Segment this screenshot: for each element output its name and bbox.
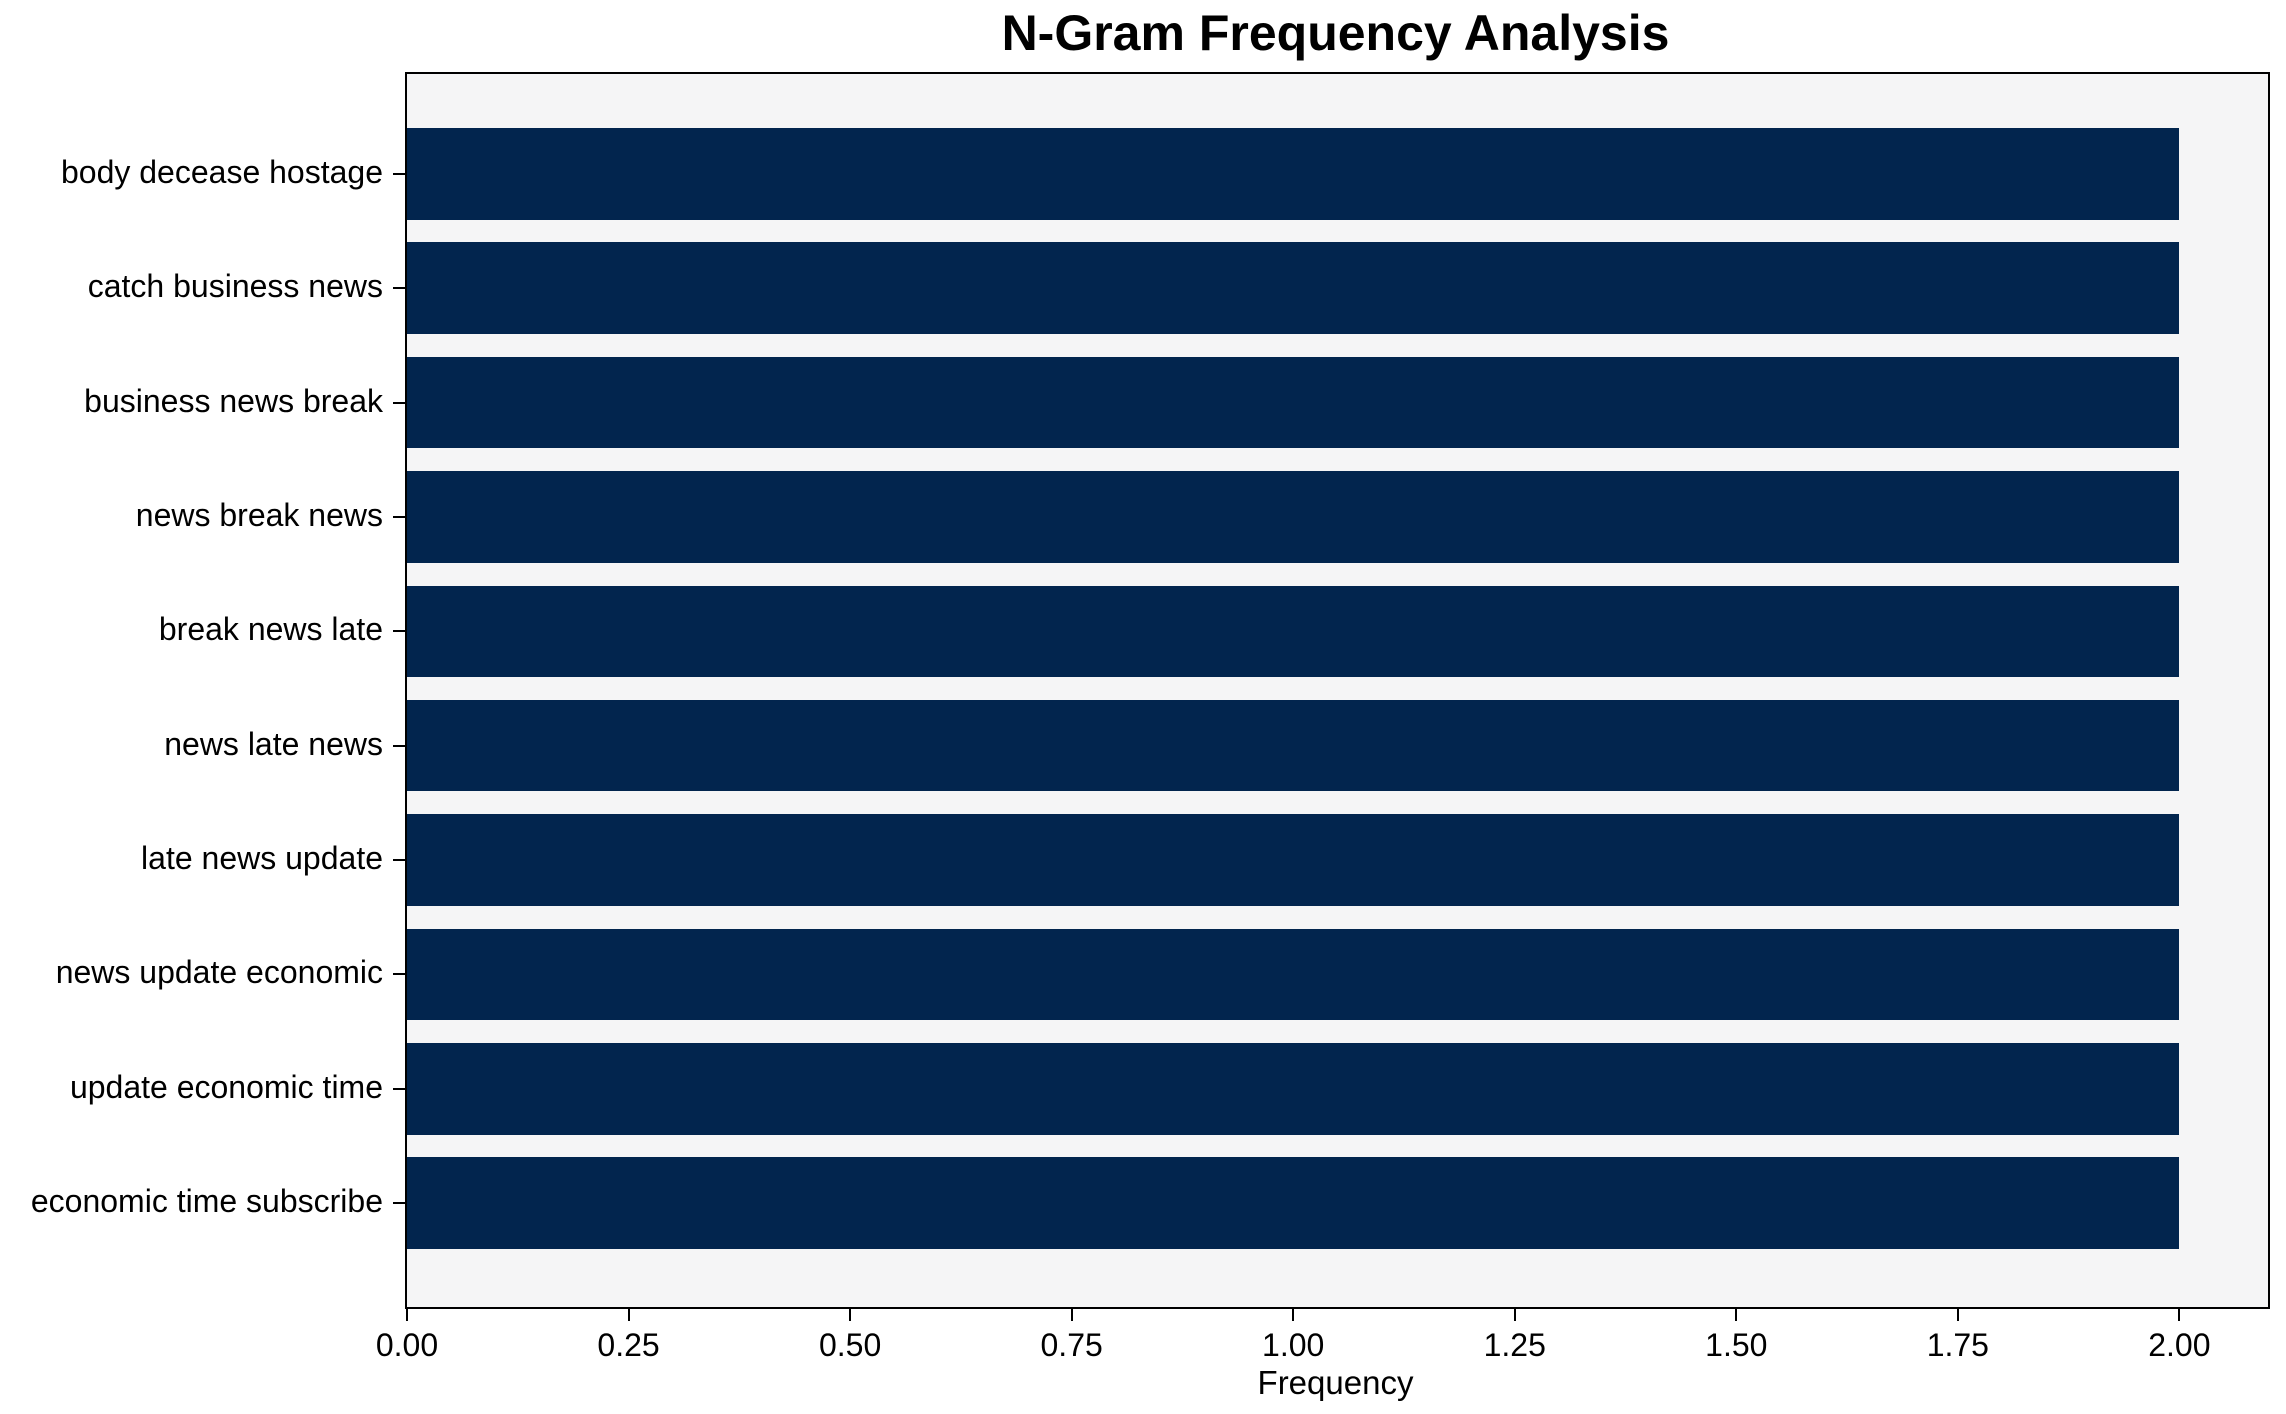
x-tick: [1513, 1307, 1516, 1321]
x-tick-label: 1.00: [1262, 1327, 1325, 1363]
y-tick: [393, 1087, 407, 1090]
bar: [407, 928, 2180, 1021]
x-tick-label: 1.25: [1483, 1327, 1546, 1363]
x-tick: [2178, 1307, 2181, 1321]
bar: [407, 1157, 2180, 1249]
y-tick: [393, 744, 407, 747]
x-tick-label: 0.75: [1040, 1327, 1103, 1363]
x-tick-label: 1.75: [1926, 1327, 1989, 1363]
x-tick: [1070, 1307, 1073, 1321]
y-tick-label: business news break: [84, 382, 383, 419]
x-tick-label: 0.50: [818, 1327, 882, 1363]
y-tick-label: news break news: [135, 496, 383, 533]
y-tick-label: news late news: [164, 725, 383, 762]
x-tick-label: 0.00: [375, 1327, 439, 1363]
bar: [407, 471, 2180, 563]
bar: [407, 1043, 2180, 1135]
x-tick: [1292, 1307, 1295, 1321]
x-tick: [1735, 1307, 1738, 1321]
x-tick-label: 1.50: [1705, 1327, 1768, 1363]
y-tick: [393, 287, 407, 290]
x-tick: [849, 1307, 852, 1321]
y-tick: [393, 973, 407, 976]
y-tick: [393, 515, 407, 518]
y-tick: [393, 859, 407, 862]
x-tick: [627, 1307, 630, 1321]
y-tick-label: body decease hostage: [60, 153, 383, 190]
x-tick: [406, 1307, 408, 1321]
bar: [407, 242, 2180, 334]
y-tick-label: news update economic: [55, 954, 383, 991]
x-tick: [1956, 1307, 1959, 1321]
y-tick-label: catch business news: [87, 268, 383, 305]
y-tick-label: economic time subscribe: [30, 1183, 383, 1220]
x-tick-label: 2.00: [2148, 1327, 2211, 1363]
y-tick: [393, 1202, 407, 1205]
y-tick: [393, 172, 407, 175]
x-tick-label: 0.25: [597, 1327, 660, 1363]
y-tick-label: late news update: [141, 840, 383, 877]
bar: [407, 356, 2180, 449]
x-axis-label: Frequency: [1257, 1364, 1414, 1401]
bar: [407, 585, 2180, 678]
chart-title: N-Gram Frequency Analysis: [1001, 5, 1670, 61]
bar: [407, 699, 2180, 792]
y-tick-label: update economic time: [69, 1068, 383, 1105]
y-tick: [393, 630, 407, 633]
y-tick: [393, 401, 407, 404]
bar: [407, 814, 2180, 906]
y-tick-label: break news late: [158, 611, 383, 648]
bar: [407, 128, 2180, 220]
